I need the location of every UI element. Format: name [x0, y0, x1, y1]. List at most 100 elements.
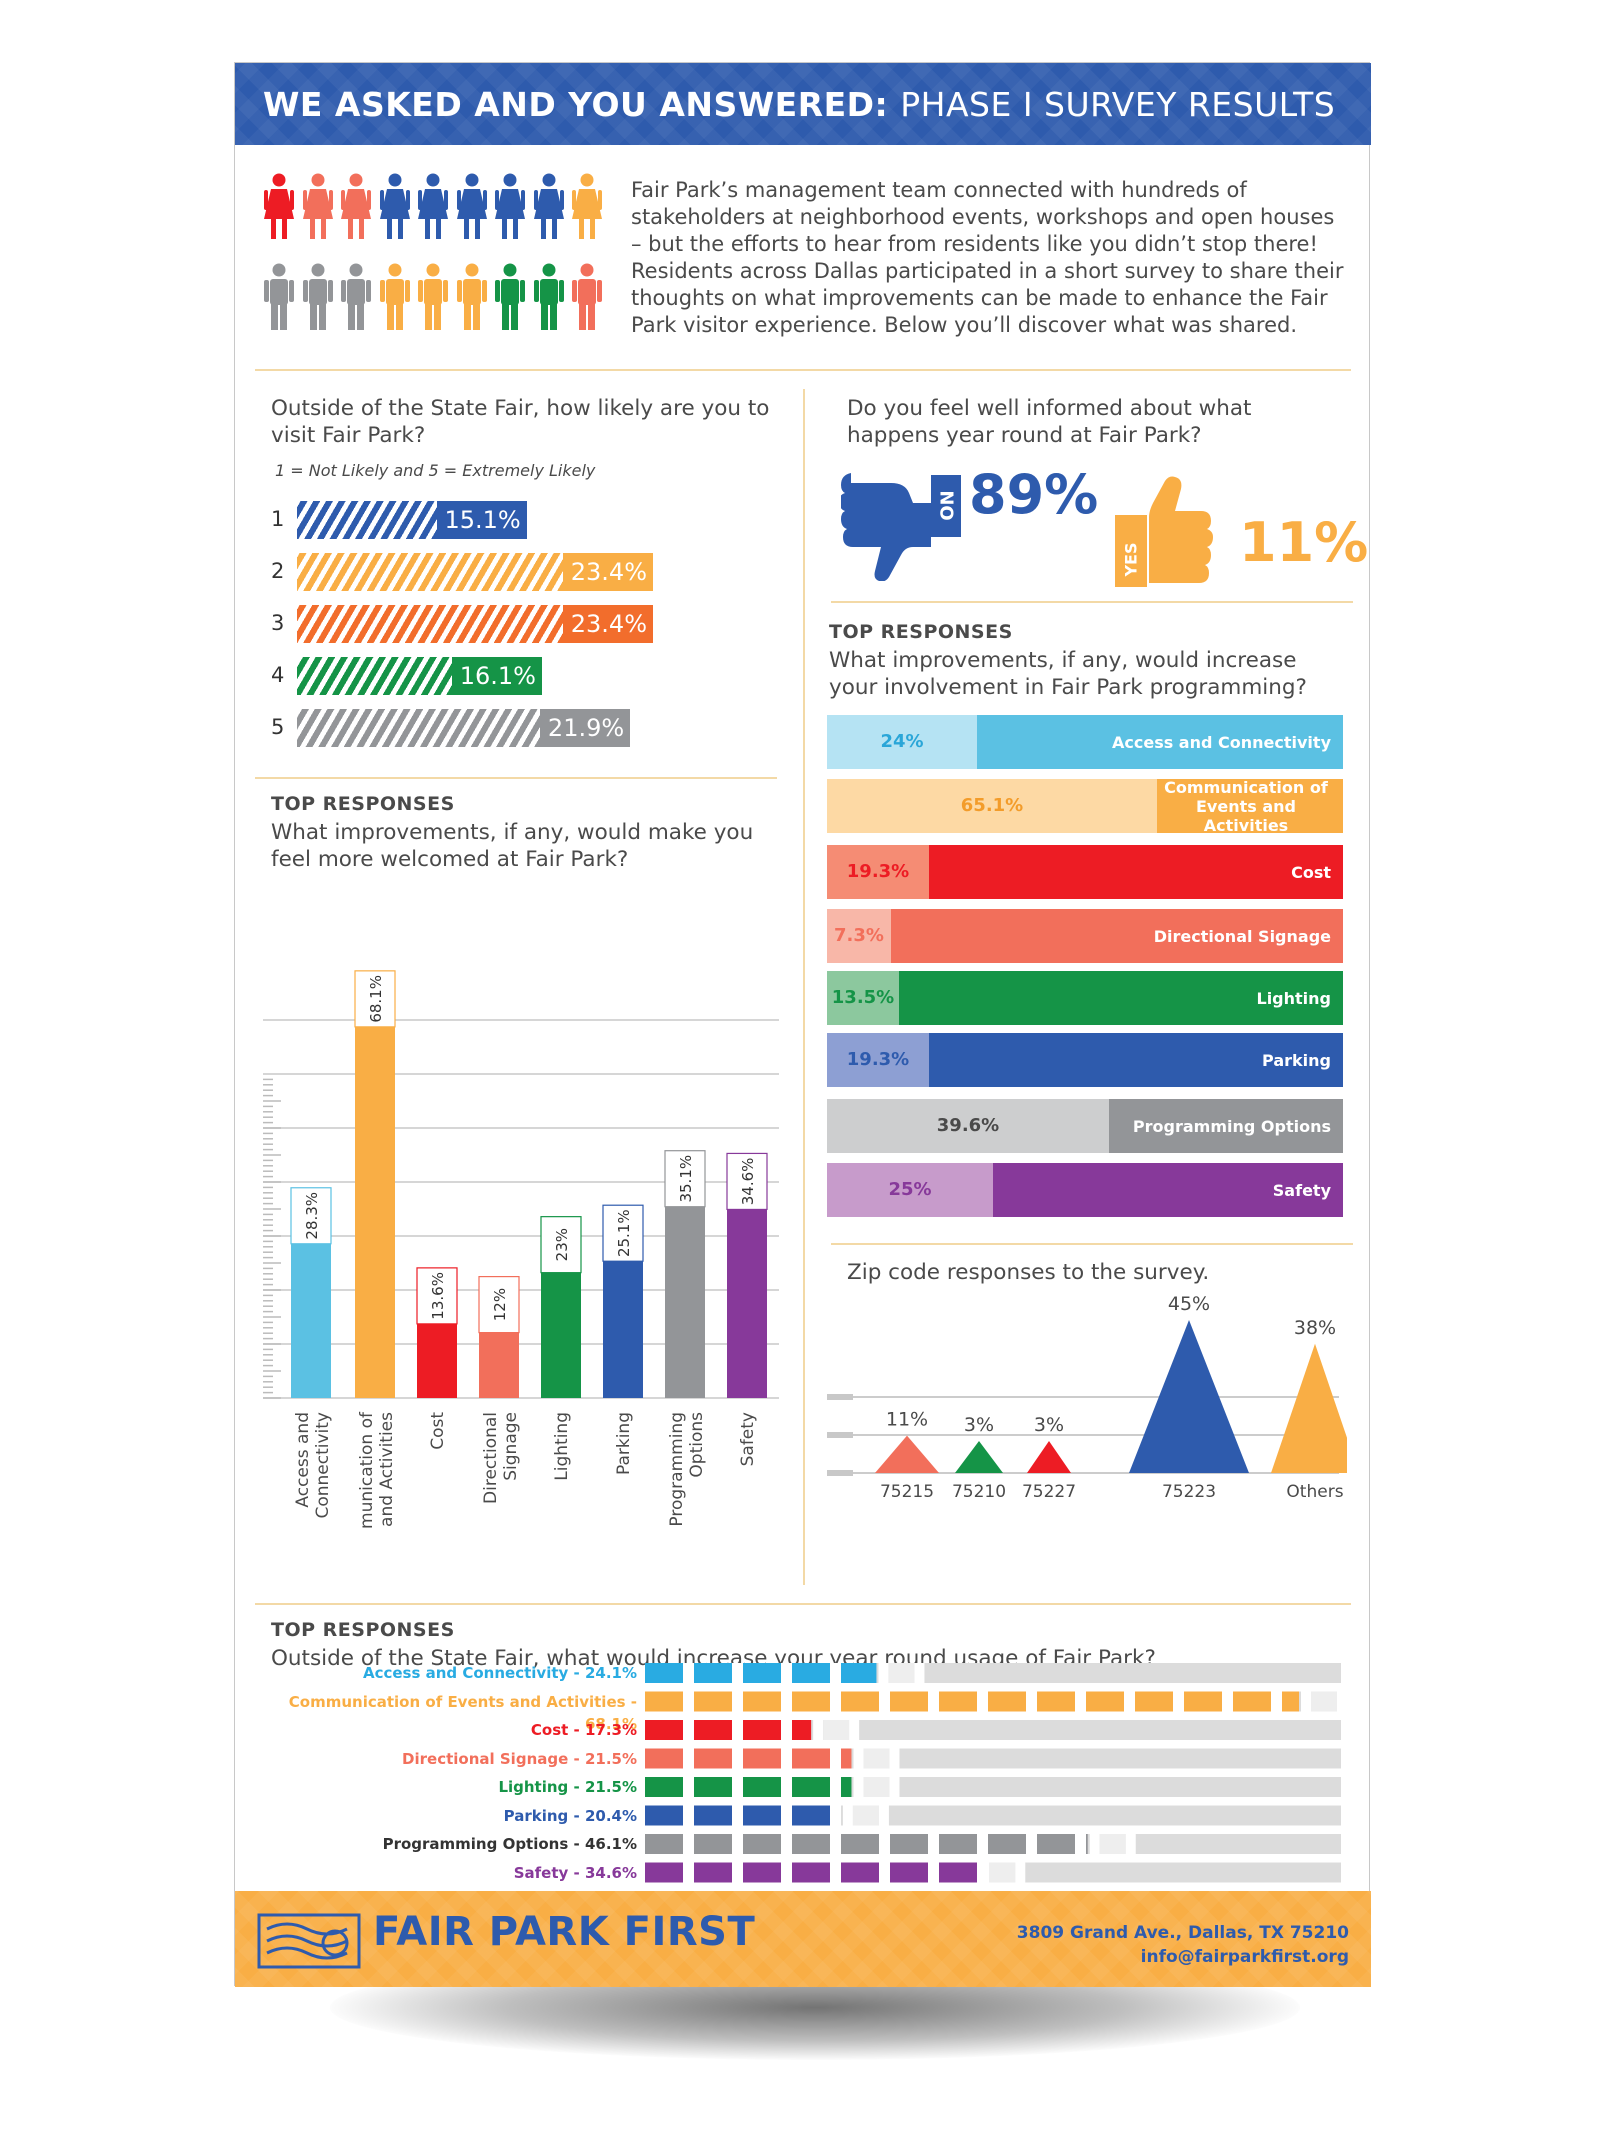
usage-segment	[792, 1663, 830, 1683]
usage-gap	[830, 1777, 841, 1797]
involvement-kicker: TOP RESPONSES	[829, 621, 1013, 643]
usage-gap	[889, 1748, 900, 1769]
usage-gap	[977, 1691, 988, 1712]
usage-kicker: TOP RESPONSES	[271, 1619, 455, 1641]
usage-gap	[732, 1663, 743, 1683]
welcomed-bar	[603, 1261, 643, 1398]
involvement-category-label: Communication of Events and Activities	[1164, 777, 1328, 835]
axis-marker	[827, 1394, 853, 1400]
involvement-category: Parking	[929, 1033, 1343, 1087]
usage-gap	[1271, 1691, 1282, 1712]
usage-segment	[841, 1834, 879, 1854]
involvement-value: 19.3%	[827, 845, 929, 899]
zip-triangle	[875, 1435, 939, 1473]
involvement-row: 19.3% Cost	[827, 845, 1343, 899]
involvement-category: Access and Connectivity	[977, 715, 1343, 769]
usage-gap	[914, 1663, 925, 1683]
welcomed-bar	[479, 1332, 519, 1398]
email-link[interactable]: info@fairparkfirst.org	[1140, 1947, 1349, 1967]
usage-segment	[792, 1748, 830, 1769]
usage-segment	[694, 1805, 732, 1826]
bar-label-box	[602, 1204, 644, 1262]
usage-gap	[781, 1862, 792, 1883]
usage-gap	[830, 1663, 841, 1683]
usage-gap	[781, 1777, 792, 1797]
likely-bar-value: 23.4%	[563, 605, 653, 643]
welcomed-bar-value: 13.6%	[429, 1272, 447, 1320]
likely-bar-value: 21.9%	[540, 709, 631, 747]
usage-segment	[1184, 1691, 1222, 1712]
yes-label: YES	[1121, 541, 1141, 577]
intro-text: Fair Park’s management team connected wi…	[631, 178, 1344, 337]
usage-gap	[813, 1720, 824, 1740]
usage-segment	[645, 1663, 683, 1683]
involvement-value: 25%	[827, 1163, 993, 1217]
usage-label: Access and Connectivity - 24.1%	[362, 1664, 637, 1682]
welcomed-category-label: Access andConnectivity	[293, 1412, 333, 1519]
usage-gap	[928, 1691, 939, 1712]
usage-gap	[1173, 1691, 1184, 1712]
welcomed-category-label: Safety	[738, 1412, 758, 1466]
likely-rating-label: 5	[271, 715, 285, 739]
welcomed-bar-value: 68.1%	[367, 975, 385, 1023]
usage-segment	[890, 1834, 928, 1854]
no-percentage: 89%	[969, 463, 1099, 526]
usage-gap	[977, 1834, 988, 1854]
welcomed-bar	[291, 1243, 331, 1398]
involvement-value: 65.1%	[827, 779, 1157, 833]
male-person-icon	[533, 263, 564, 330]
usage-remainder	[1099, 1834, 1126, 1854]
welcomed-category-label: Parking	[614, 1412, 634, 1475]
usage-segment	[792, 1834, 830, 1854]
usage-segment	[743, 1805, 781, 1826]
usage-gap	[1026, 1834, 1037, 1854]
usage-segment	[694, 1663, 732, 1683]
usage-gap	[928, 1834, 939, 1854]
usage-segment	[694, 1777, 732, 1797]
no-label-box: NO	[931, 477, 961, 533]
axis-marker	[827, 1470, 853, 1476]
usage-gap	[979, 1862, 990, 1883]
likely-bar-value: 16.1%	[451, 657, 542, 695]
column-divider	[803, 389, 805, 1585]
female-person-icon	[456, 173, 487, 239]
usage-gap	[879, 1691, 890, 1712]
usage-gap	[849, 1720, 860, 1740]
usage-gap	[853, 1748, 864, 1769]
usage-segment	[1037, 1691, 1075, 1712]
likely-rating-label: 2	[271, 559, 285, 583]
welcomed-bar-value: 25.1%	[615, 1209, 633, 1257]
involvement-category-label: Safety	[1272, 1180, 1331, 1200]
usage-gap	[683, 1663, 694, 1683]
usage-gap	[781, 1720, 792, 1740]
welcomed-bar	[355, 1026, 395, 1398]
usage-segment	[743, 1691, 781, 1712]
usage-gap	[1089, 1834, 1100, 1854]
thumbs-down-icon	[841, 473, 961, 581]
welcomed-category-label: Communication ofEvents and Activities	[357, 1411, 397, 1528]
usage-segment	[743, 1748, 781, 1769]
address: 3809 Grand Ave., Dallas, TX 75210	[1016, 1923, 1349, 1943]
usage-segment	[841, 1748, 852, 1769]
zip-value: 45%	[1168, 1293, 1210, 1315]
usage-gap	[878, 1663, 889, 1683]
usage-label: Cost - 17.3%	[530, 1721, 637, 1739]
welcomed-category-label: DirectionalSignage	[481, 1412, 521, 1504]
usage-remainder	[852, 1805, 879, 1826]
usage-segment	[792, 1691, 830, 1712]
usage-segment	[792, 1720, 812, 1740]
zip-category: 75227	[1022, 1482, 1076, 1502]
usage-remainder	[863, 1748, 890, 1769]
usage-gap	[878, 1805, 889, 1826]
usage-segment	[939, 1834, 977, 1854]
usage-gap	[683, 1777, 694, 1797]
usage-gap	[842, 1805, 853, 1826]
female-person-icon	[495, 173, 525, 239]
usage-gap	[1125, 1834, 1136, 1854]
bar-label-box	[354, 970, 396, 1028]
usage-chart	[645, 1663, 1347, 1883]
zip-chart: 11% 75215 3% 75210 3% 75227 45% 75223 38% Others	[827, 1293, 1347, 1502]
female-person-icon	[418, 173, 448, 239]
usage-gap	[928, 1862, 939, 1883]
usage-gap	[830, 1805, 841, 1826]
